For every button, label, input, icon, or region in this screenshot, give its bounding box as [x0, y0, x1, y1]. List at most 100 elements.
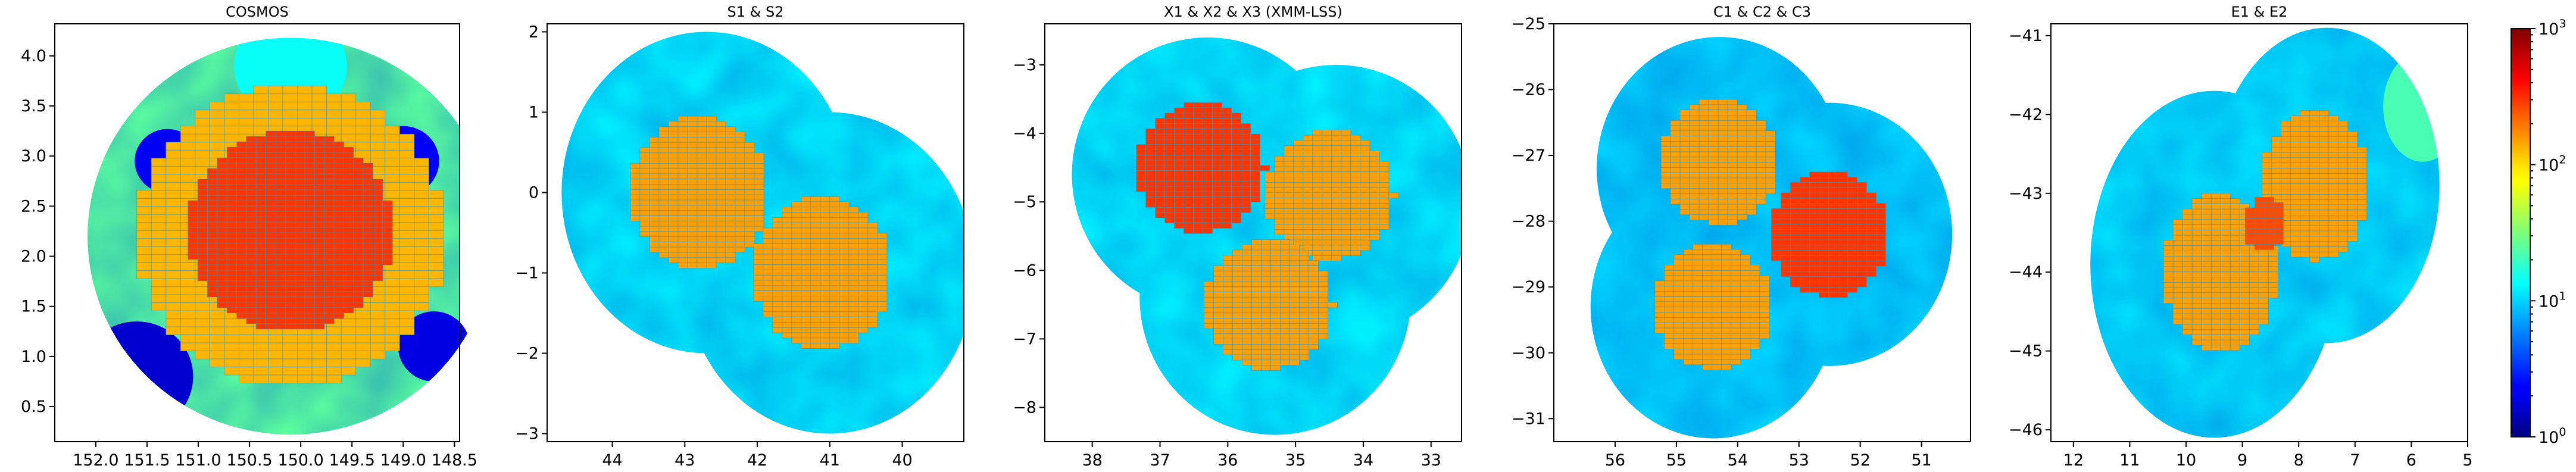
survey-tile: [735, 210, 745, 216]
survey-tile: [1174, 149, 1185, 155]
survey-tile: [246, 232, 257, 239]
x-tick-label: 37: [1150, 451, 1170, 470]
survey-tile: [304, 323, 315, 330]
survey-tile: [266, 211, 276, 217]
survey-tile: [2220, 214, 2231, 220]
x-tick-label: 42: [747, 451, 767, 470]
survey-tile: [255, 205, 267, 212]
survey-tile: [839, 243, 850, 249]
x-tick-label: 150.5: [226, 451, 272, 470]
survey-tile: [839, 269, 850, 276]
survey-tile: [1250, 180, 1261, 187]
survey-tile: [1673, 291, 1684, 297]
survey-tile: [151, 238, 167, 247]
survey-tile: [295, 237, 305, 244]
survey-tile: [255, 179, 267, 185]
survey-tile: [1222, 270, 1233, 277]
survey-tile: [236, 302, 247, 308]
survey-tile: [428, 190, 444, 199]
survey-tile: [1251, 255, 1262, 261]
survey-tile: [829, 222, 840, 229]
survey-tile: [2244, 228, 2255, 235]
x-tick-label: 8: [2294, 451, 2304, 470]
survey-tile: [1731, 317, 1741, 323]
survey-tile: [188, 221, 198, 228]
survey-tile: [1740, 286, 1751, 292]
survey-tile: [226, 286, 238, 292]
survey-tile: [1264, 208, 1275, 214]
survey-tile: [1731, 333, 1741, 339]
survey-tile: [649, 236, 660, 242]
survey-tile: [1231, 149, 1242, 155]
survey-tile: [2347, 225, 2358, 232]
survey-tile: [810, 269, 821, 276]
survey-tile: [1222, 191, 1232, 198]
survey-tile: [209, 358, 225, 368]
survey-tile: [2338, 162, 2349, 168]
survey-tile: [1193, 128, 1204, 135]
survey-tile: [697, 121, 707, 127]
survey-tile: [848, 317, 859, 323]
survey-tile: [2201, 219, 2212, 226]
survey-tile: [1718, 115, 1728, 121]
survey-tile: [867, 306, 878, 312]
tiled-region: [2244, 196, 2284, 250]
y-tick-label: 2.5: [21, 197, 46, 215]
survey-tile: [180, 142, 196, 151]
survey-tile: [753, 264, 764, 270]
survey-tile: [2309, 215, 2320, 221]
survey-tile: [1721, 343, 1732, 349]
survey-tile: [1303, 161, 1313, 167]
survey-tile: [1293, 208, 1304, 214]
survey-tile: [236, 146, 247, 153]
survey-tile: [1673, 286, 1684, 292]
survey-tile: [1232, 318, 1242, 324]
survey-tile: [2319, 204, 2330, 211]
survey-tile: [829, 327, 840, 333]
survey-tile: [1331, 192, 1342, 199]
survey-tile: [1241, 265, 1252, 271]
survey-tile: [295, 264, 305, 271]
survey-tile: [2244, 233, 2255, 240]
survey-tile: [697, 147, 707, 154]
survey-tile: [2347, 215, 2358, 221]
survey-tile: [1737, 120, 1747, 126]
survey-tile: [1693, 327, 1703, 334]
survey-tile: [2328, 173, 2339, 179]
survey-tile: [2239, 308, 2250, 314]
survey-tile: [725, 220, 736, 227]
survey-tile: [1702, 343, 1713, 349]
survey-tile: [1331, 129, 1342, 136]
survey-tile: [1771, 245, 1781, 251]
survey-tile: [1260, 339, 1271, 345]
survey-tile: [1222, 207, 1232, 213]
survey-tile: [858, 280, 869, 286]
survey-tile: [1279, 244, 1290, 251]
survey-tile: [304, 318, 315, 324]
survey-tile: [217, 232, 227, 239]
survey-tile: [1737, 157, 1747, 163]
survey-tile: [414, 214, 429, 223]
survey-tile: [2244, 212, 2255, 219]
survey-tile: [1702, 254, 1713, 261]
survey-tile: [1689, 146, 1700, 152]
survey-tile: [1174, 118, 1185, 124]
survey-tile: [246, 184, 257, 190]
survey-tile: [1856, 260, 1867, 267]
survey-tile: [2328, 215, 2339, 221]
survey-tile: [1289, 249, 1300, 256]
survey-tile: [2357, 183, 2368, 190]
survey-tile: [2347, 236, 2358, 242]
survey-tile: [1689, 141, 1700, 147]
survey-tile: [255, 280, 267, 287]
survey-tile: [370, 302, 386, 311]
survey-tile: [1670, 177, 1681, 184]
survey-tile: [735, 246, 745, 253]
survey-tile: [343, 264, 354, 271]
survey-tile: [1718, 162, 1728, 168]
survey-tile: [1737, 136, 1747, 142]
survey-tile: [1174, 133, 1185, 140]
survey-tile: [373, 205, 383, 212]
survey-tile: [1809, 286, 1819, 293]
survey-tile: [1260, 354, 1271, 361]
